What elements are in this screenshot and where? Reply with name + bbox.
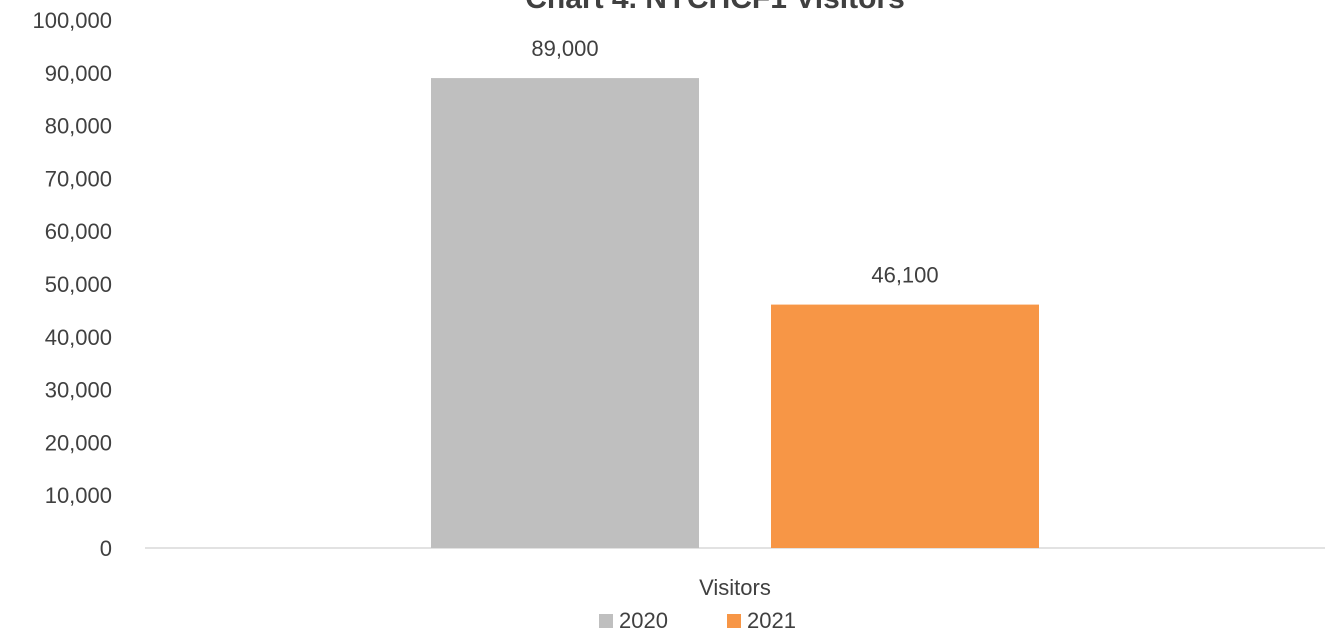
y-tick-label: 30,000 <box>45 378 112 403</box>
data-label: 46,100 <box>871 263 938 288</box>
bar-2021 <box>771 304 1039 548</box>
y-tick-label: 0 <box>100 536 112 561</box>
y-tick-label: 50,000 <box>45 272 112 297</box>
legend: 2020 2021 <box>599 608 796 633</box>
y-tick-label: 40,000 <box>45 325 112 350</box>
y-tick-label: 100,000 <box>32 8 112 33</box>
bars-group: 89,000 46,100 <box>431 36 1039 548</box>
legend-label: 2020 <box>619 608 668 633</box>
data-label: 89,000 <box>531 36 598 61</box>
x-axis: Visitors <box>699 575 771 600</box>
y-axis: 0 10,000 20,000 30,000 40,000 50,000 60,000 70,… <box>32 8 112 561</box>
y-tick-label: 10,000 <box>45 483 112 508</box>
y-tick-label: 80,000 <box>45 114 112 139</box>
legend-swatch-2020 <box>599 614 613 628</box>
y-tick-label: 90,000 <box>45 61 112 86</box>
y-tick-label: 70,000 <box>45 166 112 191</box>
chart-title: Chart 4. NYCHCF1 Visitors <box>525 0 905 15</box>
bar-2020 <box>431 78 699 548</box>
y-tick-label: 20,000 <box>45 430 112 455</box>
legend-label: 2021 <box>747 608 796 633</box>
x-tick-label: Visitors <box>699 575 771 600</box>
y-tick-label: 60,000 <box>45 219 112 244</box>
legend-swatch-2021 <box>727 614 741 628</box>
